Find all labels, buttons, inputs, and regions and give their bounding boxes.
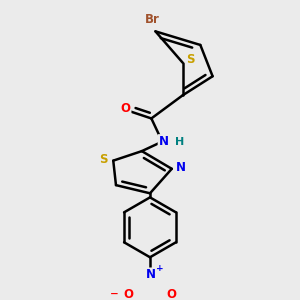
- Text: O: O: [167, 287, 177, 300]
- Text: −: −: [110, 289, 119, 298]
- Text: N: N: [146, 268, 156, 281]
- Text: H: H: [175, 136, 184, 147]
- Text: +: +: [156, 264, 163, 273]
- Text: N: N: [159, 135, 169, 148]
- Text: N: N: [176, 161, 186, 174]
- Text: Br: Br: [145, 13, 160, 26]
- Text: S: S: [100, 153, 108, 166]
- Text: O: O: [121, 102, 130, 116]
- Text: O: O: [123, 287, 133, 300]
- Text: S: S: [187, 53, 195, 66]
